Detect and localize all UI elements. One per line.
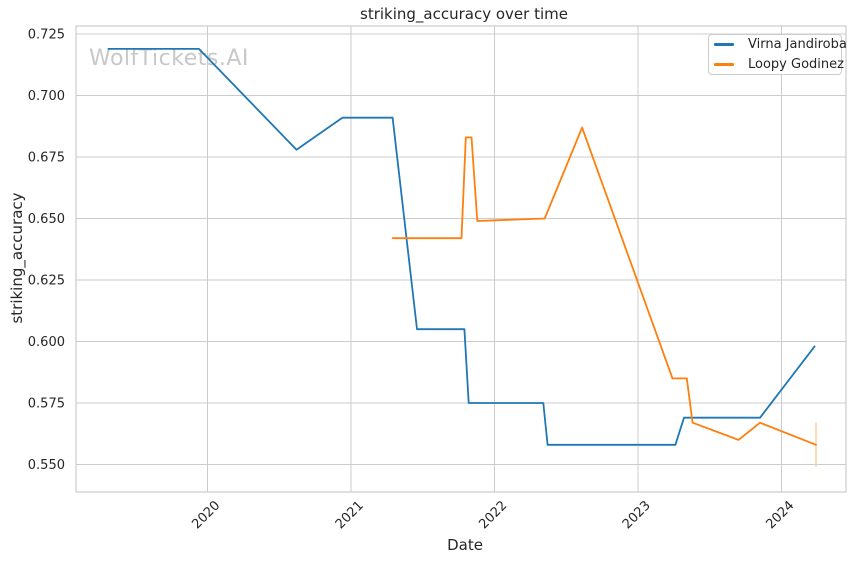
legend-label-virna-jandiroba: Virna Jandiroba [748,37,847,52]
x-tick-label: 2023 [620,498,654,532]
axes-border [75,25,847,493]
y-tick-label: 0.725 [28,28,65,43]
y-axis-label: striking_accuracy [8,192,26,324]
y-tick-label: 0.575 [28,397,65,412]
y-tick-label: 0.550 [28,458,65,473]
y-tick-label: 0.675 [28,151,65,166]
legend-item-loopy-godinez: Loopy Godinez [714,57,844,73]
legend-line-swatch-orange-icon [714,63,734,66]
x-axis-label: Date [447,536,483,554]
series-line-0 [107,48,816,446]
series-line-1 [391,126,817,446]
chart-title: striking_accuracy over time [360,5,568,23]
y-tick-label: 0.625 [28,274,65,289]
legend-label-loopy-godinez: Loopy Godinez [748,57,844,72]
y-tick-label: 0.700 [28,89,65,104]
x-tick-label: 2024 [763,498,797,532]
legend: Virna Jandiroba Loopy Godinez [708,34,847,75]
x-tick-label: 2021 [333,498,367,532]
x-tick-label: 2022 [476,498,510,532]
y-tick-label: 0.600 [28,335,65,350]
x-tick-label: 2020 [189,498,223,532]
y-tick-label: 0.650 [28,212,65,227]
watermark: WolfTickets.AI [89,46,249,71]
legend-line-swatch-blue-icon [714,43,734,46]
legend-item-virna-jandiroba: Virna Jandiroba [714,37,847,53]
